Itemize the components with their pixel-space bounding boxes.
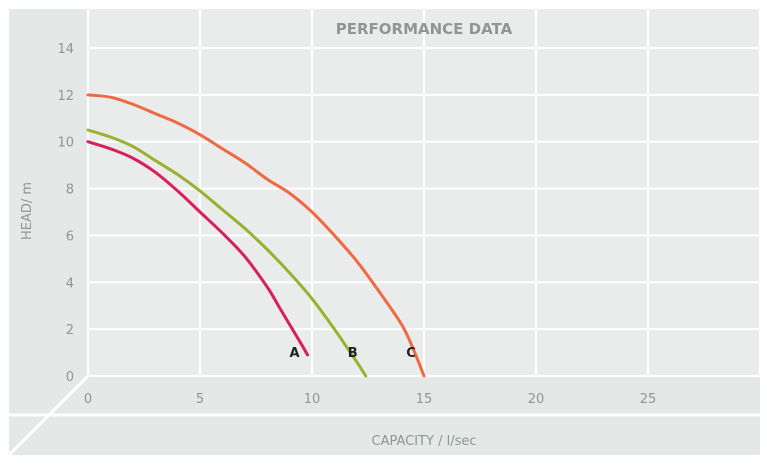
x-tick-label: 0 [84,392,92,407]
x-tick-label: 20 [528,392,545,407]
x-tick-label: 5 [196,392,204,407]
curve-c [86,93,426,378]
y-tick-label: 10 [57,136,74,151]
curve-a [86,140,310,357]
curve-label-c: C [406,346,416,361]
curve-label-b: B [348,346,358,361]
x-tick-labels: 0 5 10 15 20 25 [84,392,656,407]
y-axis-title: HEAD/ m [20,182,35,240]
x-axis-title: CAPACITY / l/sec [372,434,477,449]
y-tick-label: 2 [66,323,74,338]
y-tick-label: 4 [66,276,74,291]
left-wall [9,9,88,455]
grid [87,9,761,377]
curve-label-a: A [289,346,299,361]
curve-labels: A B C [289,346,415,361]
x-tick-label: 10 [304,392,321,407]
y-tick-label: 14 [57,42,74,57]
y-tick-label: 0 [66,370,74,385]
curve-b [86,128,368,378]
chart-title: PERFORMANCE DATA [336,20,513,38]
x-tick-label: 25 [640,392,657,407]
y-tick-labels: 0 2 4 6 8 10 12 14 [57,42,74,385]
y-tick-label: 8 [66,183,74,198]
y-tick-label: 12 [57,89,74,104]
x-tick-label: 15 [416,392,433,407]
y-tick-label: 6 [66,229,74,244]
curves [86,93,426,378]
